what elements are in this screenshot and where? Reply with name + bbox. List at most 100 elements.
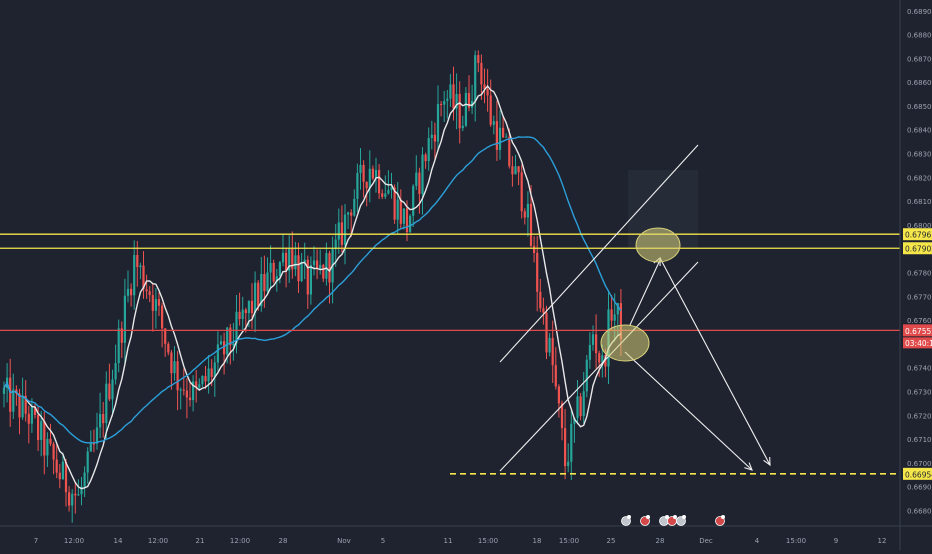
event-flag-icon[interactable]: [621, 515, 632, 526]
date-tick-label: 21: [196, 537, 205, 545]
moving-averages-group: [3, 84, 622, 490]
projection-arrow-up[interactable]: [629, 259, 661, 326]
candle: [545, 305, 548, 360]
candle: [306, 255, 309, 309]
date-tick-label: 28: [279, 537, 288, 545]
candle: [195, 370, 198, 403]
candle: [374, 157, 378, 193]
candle: [219, 335, 223, 346]
candle: [347, 211, 350, 229]
support-ellipse[interactable]: [600, 324, 650, 362]
projection-arrow-down[interactable]: [659, 257, 771, 466]
candle: [362, 160, 365, 198]
candle: [201, 375, 204, 387]
projection-arrow-down-short[interactable]: [624, 351, 753, 471]
candle: [446, 89, 449, 119]
candle: [95, 412, 99, 450]
candle: [86, 447, 89, 484]
candle: [30, 398, 33, 433]
candle: [443, 90, 446, 123]
candle: [139, 262, 142, 280]
candle: [598, 350, 601, 377]
svg-text:0.67902: 0.67902: [905, 245, 932, 254]
candle: [92, 429, 95, 453]
candle: [402, 208, 405, 230]
candle: [40, 411, 43, 457]
candle: [412, 184, 415, 227]
candle: [415, 155, 418, 190]
candle: [281, 233, 285, 267]
candle: [164, 328, 167, 357]
date-tick-label: 4: [755, 537, 760, 545]
date-tick-label: 14: [114, 537, 123, 545]
time-axis[interactable]: 7 12:00 14 12:00 21 12:00 28 Nov 5 11 15:00 18 15:00…: [34, 537, 887, 545]
candle: [396, 182, 399, 234]
candle: [188, 381, 192, 407]
candle: [371, 165, 374, 181]
candle: [99, 392, 102, 439]
candle: [250, 283, 254, 329]
channel-lower-line[interactable]: [499, 261, 699, 472]
candle: [421, 147, 424, 215]
date-tick-label: 18: [533, 537, 542, 545]
candle: [207, 355, 210, 394]
candle: [452, 66, 455, 121]
candle: [322, 263, 325, 283]
candle: [278, 260, 281, 284]
candle: [436, 85, 440, 150]
candle: [557, 384, 560, 418]
date-tick-label: 12:00: [148, 537, 168, 545]
candle: [68, 486, 71, 512]
candle: [387, 170, 390, 195]
candle: [378, 163, 381, 199]
event-flag-icon[interactable]: [640, 515, 651, 526]
candle: [384, 175, 387, 200]
date-tick-label: 25: [607, 537, 616, 545]
candle: [560, 400, 564, 441]
candle: [505, 133, 508, 138]
date-tick-label: 15:00: [786, 537, 806, 545]
candle: [511, 156, 514, 187]
annotations-group: [499, 144, 771, 472]
candle: [498, 110, 502, 160]
date-tick-label: 5: [381, 537, 385, 545]
candle: [269, 245, 272, 289]
svg-text:0.67961: 0.67961: [905, 231, 932, 240]
candle: [108, 363, 111, 402]
candle: [319, 249, 322, 275]
candle: [130, 283, 133, 307]
candle: [12, 373, 15, 419]
candle: [486, 69, 489, 112]
date-tick-label: 11: [444, 537, 453, 545]
svg-text:0.67557: 0.67557: [905, 327, 932, 336]
event-flag-icon[interactable]: [715, 515, 726, 526]
candle: [83, 466, 86, 498]
date-tick-label: 12: [878, 537, 887, 545]
candle: [554, 347, 557, 390]
candle: [551, 320, 554, 384]
candle: [430, 120, 433, 150]
candle: [2, 381, 6, 408]
candle: [192, 375, 195, 412]
event-icons: [621, 515, 726, 526]
target-ellipse[interactable]: [635, 227, 681, 263]
candle: [591, 325, 595, 351]
candle: [309, 256, 312, 305]
candle: [102, 401, 105, 438]
candle: [480, 54, 483, 100]
candle: [123, 278, 126, 365]
candle: [52, 441, 55, 475]
candle: [288, 235, 291, 283]
candle: [126, 270, 130, 303]
candle: [238, 292, 241, 326]
event-flag-icon[interactable]: [676, 515, 687, 526]
channel-upper-line[interactable]: [499, 144, 699, 363]
